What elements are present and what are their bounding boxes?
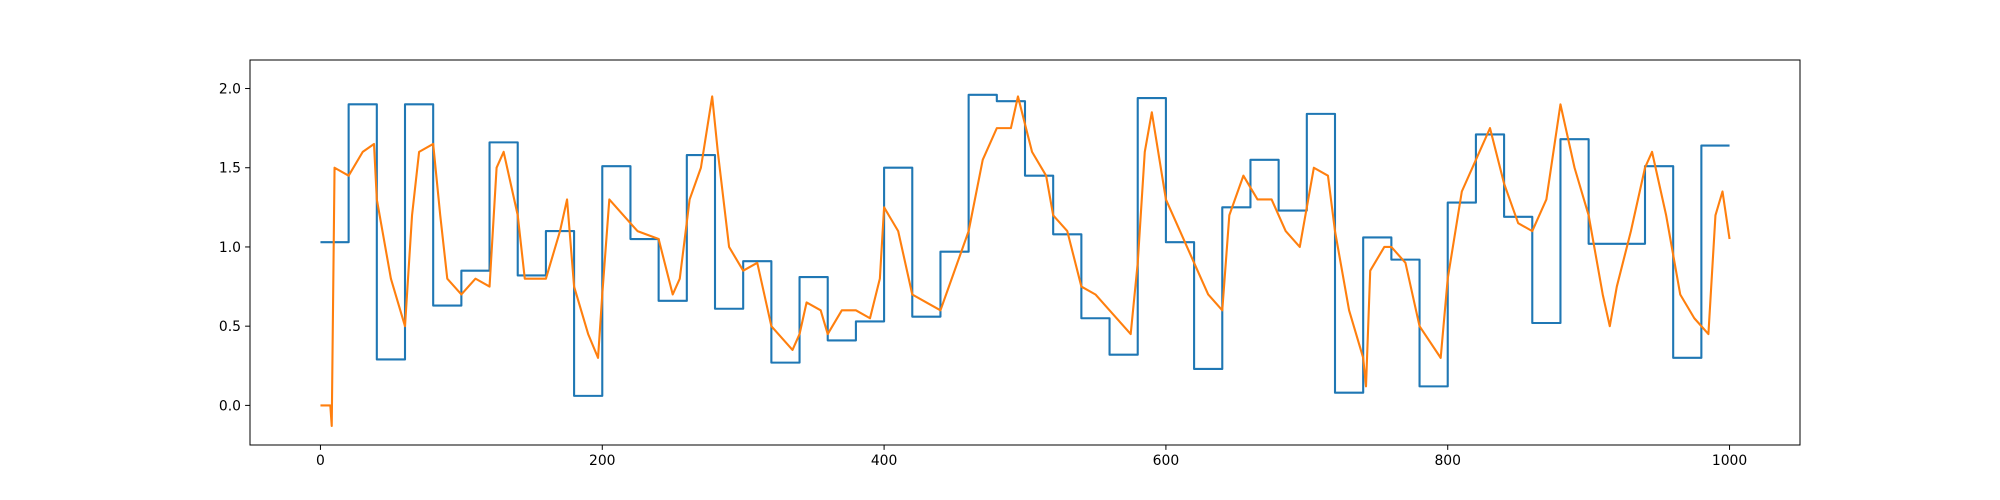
y-tick-label: 0.0: [219, 398, 241, 414]
x-tick-label: 0: [316, 453, 325, 469]
series-line: [320, 93, 1730, 397]
x-tick-label: 1000: [1712, 453, 1747, 469]
y-tick-label: 1.0: [219, 240, 241, 256]
x-tick-label: 200: [589, 453, 616, 469]
series-line: [320, 95, 1731, 428]
x-tick-label: 600: [1153, 453, 1180, 469]
plot-frame: [249, 59, 1801, 446]
y-tick-label: 1.5: [219, 161, 241, 177]
x-tick-label: 800: [1434, 453, 1461, 469]
y-tick-label: 2.0: [219, 82, 241, 98]
x-tick-label: 400: [871, 453, 898, 469]
y-tick-label: 0.5: [219, 319, 241, 335]
